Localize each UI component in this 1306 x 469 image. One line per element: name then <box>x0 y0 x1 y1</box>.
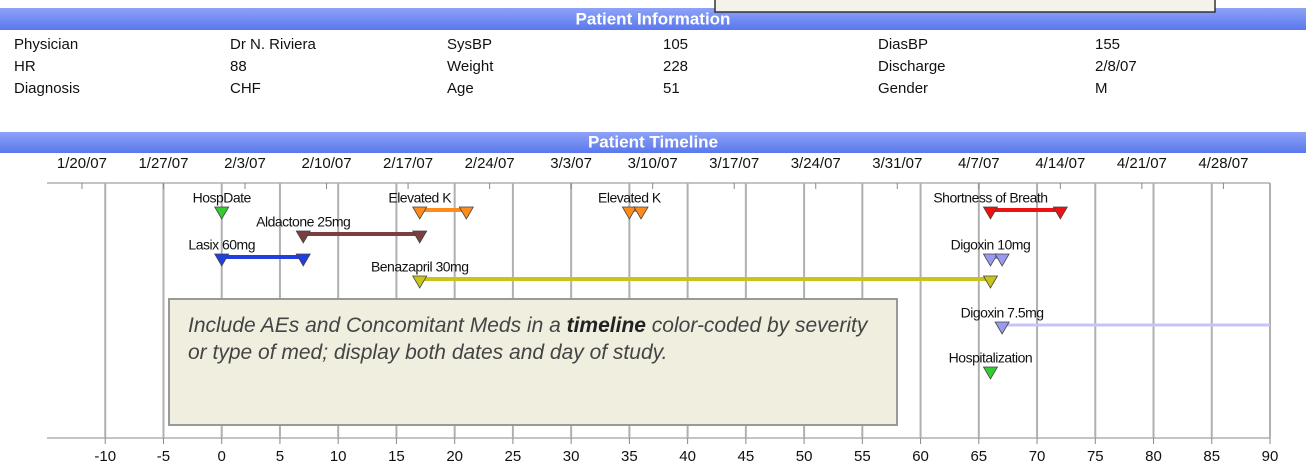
header-bar <box>0 8 1306 30</box>
info-cell: Dr N. Riviera <box>230 36 316 53</box>
x-tick-label: 50 <box>796 448 813 465</box>
event-label: Aldactone 25mg <box>256 214 350 230</box>
date-tick-label: 3/17/07 <box>709 155 759 172</box>
info-cell: M <box>1095 80 1108 97</box>
event-marker <box>412 230 428 244</box>
info-cell: 155 <box>1095 36 1120 53</box>
info-cell: 51 <box>663 80 680 97</box>
info-cell: Gender <box>878 80 928 97</box>
date-tick-label: 3/10/07 <box>628 155 678 172</box>
x-tick-label: 85 <box>1203 448 1220 465</box>
info-cell: Diagnosis <box>14 80 80 97</box>
event-label: Lasix 60mg <box>188 237 255 253</box>
x-tick-label: 90 <box>1262 448 1279 465</box>
x-tick-label: 35 <box>621 448 638 465</box>
event-marker <box>214 253 230 267</box>
info-cell: Age <box>447 80 474 97</box>
event-marker <box>982 206 999 220</box>
x-tick-label: 25 <box>505 448 522 465</box>
x-tick-label: 55 <box>854 448 871 465</box>
x-tick-label: 70 <box>1029 448 1046 465</box>
event-marker <box>412 206 428 220</box>
info-cell: 88 <box>230 58 247 75</box>
event-label: Benazapril 30mg <box>371 259 469 275</box>
x-tick-label: 10 <box>330 448 347 465</box>
annotation: Include AEs and Concomitant Meds in a ti… <box>168 298 898 426</box>
date-tick-label: 2/10/07 <box>302 155 352 172</box>
chart-title: Patient Timeline <box>588 132 718 151</box>
date-tick-label: 2/17/07 <box>383 155 433 172</box>
event-marker <box>412 275 428 289</box>
date-tick-label: 4/28/07 <box>1198 155 1248 172</box>
annotation-emphasis: timeline <box>566 314 646 337</box>
event-marker <box>633 206 649 220</box>
x-tick-label: 80 <box>1145 448 1162 465</box>
date-tick-label: 4/7/07 <box>958 155 1000 172</box>
date-tick-label: 2/24/07 <box>465 155 515 172</box>
event-marker <box>295 230 311 244</box>
info-cell: CHF <box>230 80 261 97</box>
event-marker <box>982 253 999 267</box>
x-tick-label: 5 <box>276 448 284 465</box>
event-marker <box>994 321 1010 335</box>
x-tick-label: 65 <box>970 448 987 465</box>
event-marker <box>621 206 638 220</box>
section-title: Patient Information <box>576 9 731 28</box>
date-tick-label: 2/3/07 <box>224 155 266 172</box>
event-label: Elevated K <box>388 190 452 206</box>
event-label: HospDate <box>193 190 252 206</box>
x-tick-label: 40 <box>679 448 696 465</box>
date-tick-label: 4/14/07 <box>1035 155 1085 172</box>
info-cell: 2/8/07 <box>1095 58 1137 75</box>
info-cell: DiasBP <box>878 36 928 53</box>
event-label: Digoxin 10mg <box>951 237 1031 253</box>
event-marker <box>214 206 230 220</box>
x-tick-label: 75 <box>1087 448 1104 465</box>
date-tick-label: 4/21/07 <box>1117 155 1167 172</box>
annotation-text: Include AEs and Concomitant Meds in a <box>188 314 567 337</box>
event-marker <box>982 366 999 380</box>
info-cell: Physician <box>14 36 78 53</box>
info-cell: Weight <box>447 58 494 75</box>
date-tick-label: 1/27/07 <box>138 155 188 172</box>
date-tick-label: 1/20/07 <box>57 155 107 172</box>
event-marker <box>295 253 311 267</box>
info-cell: SysBP <box>447 36 492 53</box>
x-tick-label: 60 <box>912 448 929 465</box>
event-marker <box>982 275 999 289</box>
date-tick-label: 3/3/07 <box>550 155 592 172</box>
x-tick-label: -5 <box>157 448 170 465</box>
callout-box <box>714 0 1216 13</box>
x-tick-label: -10 <box>94 448 116 465</box>
x-tick-label: 20 <box>446 448 463 465</box>
x-tick-label: 15 <box>388 448 405 465</box>
date-tick-label: 3/24/07 <box>791 155 841 172</box>
info-cell: 105 <box>663 36 688 53</box>
header-bar <box>0 132 1306 153</box>
event-label: Shortness of Breath <box>933 190 1047 206</box>
x-tick-label: 30 <box>563 448 580 465</box>
event-label: Digoxin 7.5mg <box>961 305 1044 321</box>
info-cell: Discharge <box>878 58 946 75</box>
event-label: Elevated K <box>598 190 662 206</box>
info-cell: HR <box>14 58 36 75</box>
event-marker <box>1052 206 1069 220</box>
event-marker <box>458 206 475 220</box>
info-cell: 228 <box>663 58 688 75</box>
x-tick-label: 45 <box>738 448 755 465</box>
event-label: Hospitalization <box>949 350 1033 366</box>
x-tick-label: 0 <box>218 448 226 465</box>
event-marker <box>994 253 1010 267</box>
annotation-text: color-coded by severity or type of med; … <box>188 314 868 364</box>
date-tick-label: 3/31/07 <box>872 155 922 172</box>
